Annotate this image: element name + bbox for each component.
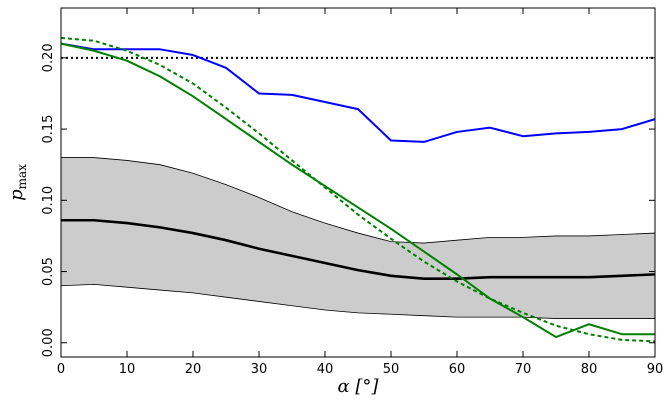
x-tick-label: 70	[515, 362, 532, 377]
y-tick-label: 0.05	[41, 257, 56, 286]
series-line-4	[61, 218, 656, 280]
x-tick-label: 0	[57, 362, 65, 377]
ticks-layer: 0 10 20 30 40 50 60 70 80 90 0.00 0.05 0.10 0.15 0.20	[41, 8, 663, 377]
x-tick-label: 80	[581, 362, 598, 377]
series-line-0	[60, 42, 656, 143]
series-line-1	[60, 42, 655, 339]
band-fill	[61, 157, 655, 319]
x-tick-label: 60	[449, 362, 466, 377]
band-upper-edge	[61, 157, 656, 244]
x-tick-label: 20	[185, 362, 202, 377]
x-tick-label: 50	[383, 362, 400, 377]
x-tick-label: 30	[251, 362, 268, 377]
x-tick-label: 40	[317, 362, 334, 377]
x-axis-label: α [°]	[338, 376, 380, 397]
y-tick-label: 0.15	[41, 115, 56, 144]
x-tick-label: 10	[119, 362, 136, 377]
y-tick-label: 0.00	[41, 328, 56, 357]
y-tick-label: 0.10	[41, 186, 56, 215]
y-tick-label: 0.20	[41, 43, 56, 72]
series-line-2	[60, 36, 656, 343]
x-tick-label: 90	[647, 362, 664, 377]
confidence-band-layer	[60, 157, 656, 319]
plot-frame	[60, 7, 656, 358]
series-layer	[60, 36, 656, 343]
y-axis-label: pmax	[6, 164, 29, 201]
band-lower-edge	[60, 283, 655, 319]
